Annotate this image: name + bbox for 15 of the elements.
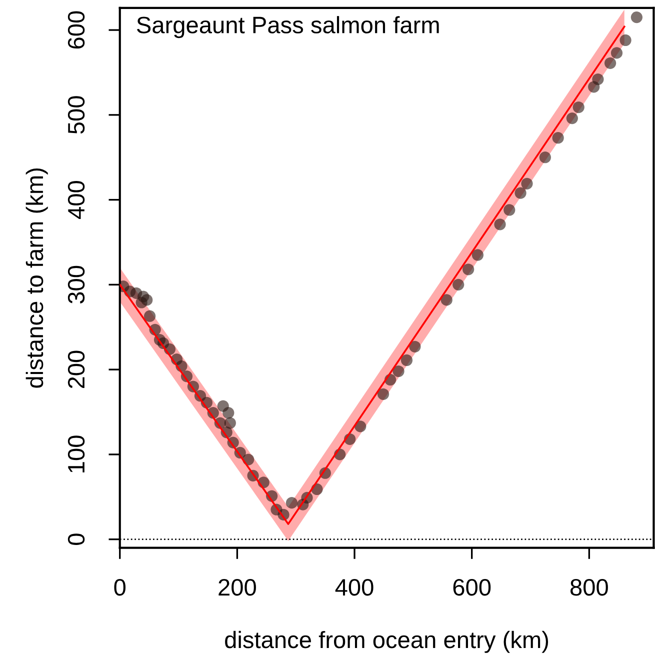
x-tick-label: 400 — [335, 578, 374, 596]
y-axis-title: distance to farm (km) — [26, 168, 48, 388]
x-tick-label: 800 — [570, 578, 608, 596]
x-tick-label: 0 — [114, 578, 126, 596]
y-tick-label: 100 — [68, 436, 85, 472]
x-tick-label: 600 — [453, 578, 491, 596]
y-tick-label: 300 — [68, 266, 85, 304]
y-tick-label: 0 — [68, 534, 85, 545]
y-tick-label: 400 — [68, 181, 85, 219]
chart-title: Sargeaunt Pass salmon farm — [136, 16, 439, 38]
y-tick-label: 600 — [68, 11, 85, 49]
x-tick-label: 200 — [218, 578, 256, 596]
y-tick-label: 500 — [68, 96, 85, 134]
x-axis-title: distance from ocean entry (km) — [225, 630, 548, 653]
y-tick-label: 200 — [68, 350, 85, 388]
